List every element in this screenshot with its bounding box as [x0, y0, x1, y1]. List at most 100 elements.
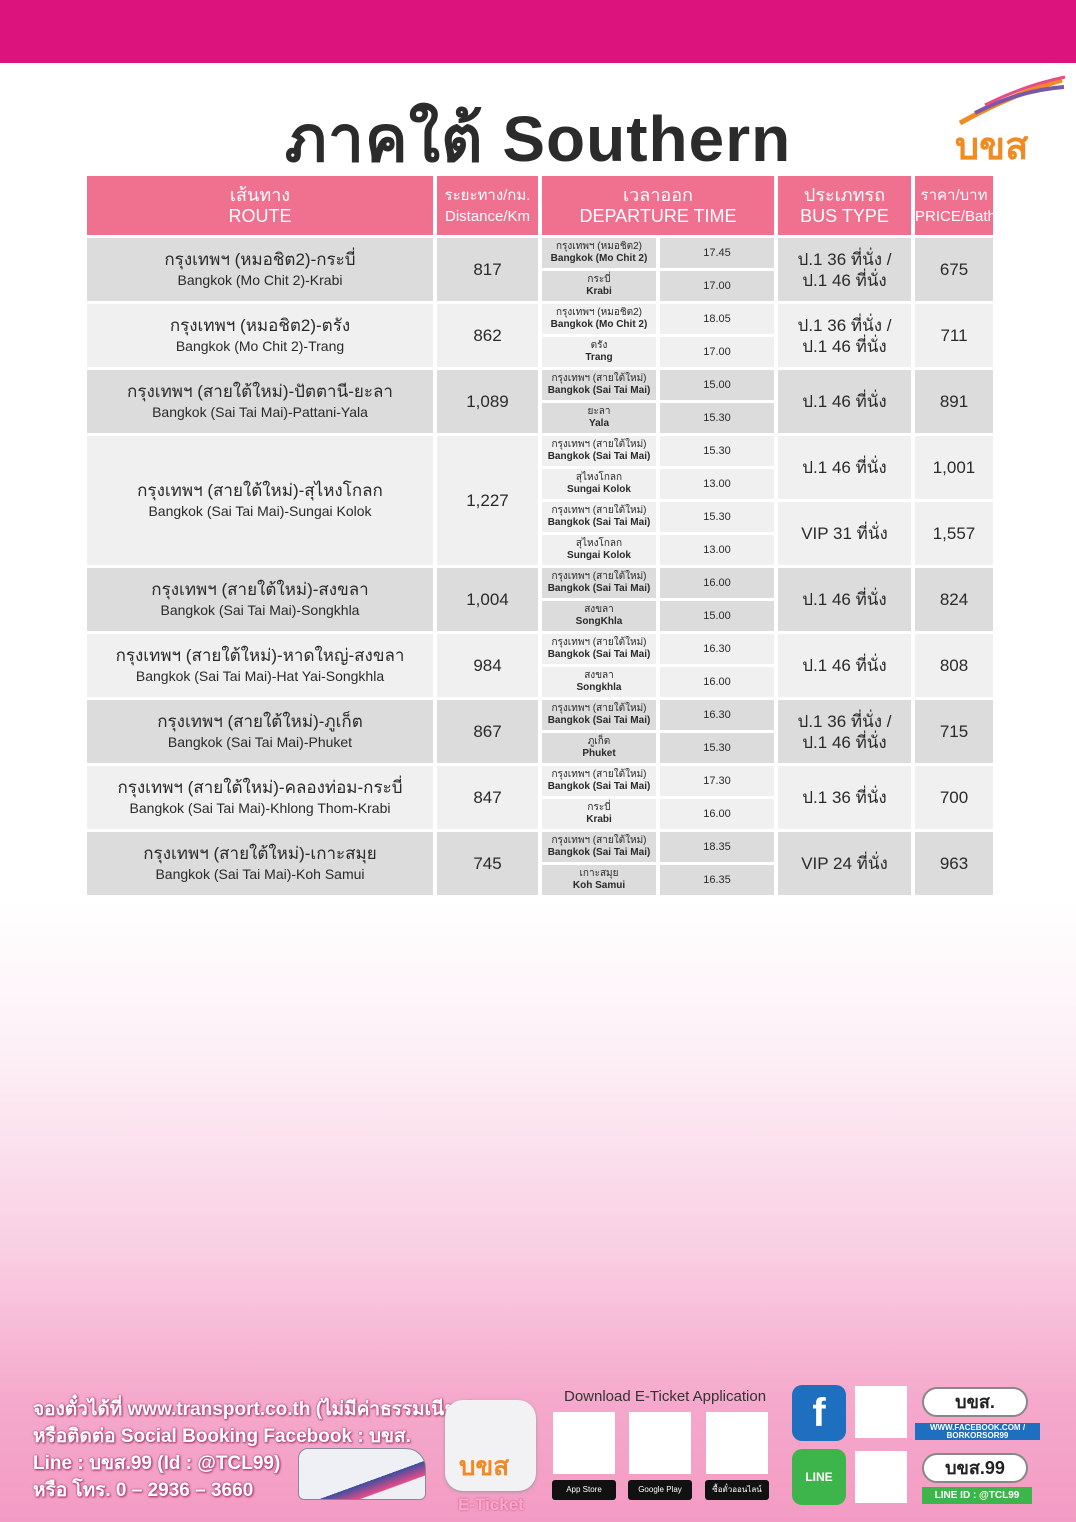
app-store-badge[interactable]: App Store [552, 1480, 616, 1500]
line-id[interactable]: LINE ID : @TCL99 [922, 1487, 1032, 1504]
price-cell: 1,557 [915, 502, 993, 565]
departure-station: ยะลา Yala [542, 403, 656, 433]
station-en: Trang [585, 352, 613, 363]
route-name-en: Bangkok (Sai Tai Mai)-Sungai Kolok [148, 502, 372, 519]
departure-time: 16.30 [660, 700, 774, 730]
station-en: Krabi [586, 286, 612, 297]
timetable: เส้นทาง ROUTE ระยะทาง/กม. Distance/Km เวลา… [87, 176, 996, 898]
bus-type-cell: ป.1 36 ที่นั่ง / ป.1 46 ที่นั่ง [778, 238, 911, 301]
route-cell: กรุงเทพฯ (สายใต้ใหม่)-เกาะสมุย Bangkok (S… [87, 832, 433, 895]
station-en: Sungai Kolok [567, 484, 631, 495]
departure-station: กรุงเทพฯ (สายใต้ใหม่) Bangkok (Sai Tai Ma… [542, 634, 656, 664]
departure-time: 17.00 [660, 271, 774, 301]
bus-type-cell: ป.1 46 ที่นั่ง [778, 634, 911, 697]
price-cell: 700 [915, 766, 993, 829]
station-en: Krabi [586, 814, 612, 825]
web-ticket-badge[interactable]: ซื้อตั๋วออนไลน์ [705, 1480, 769, 1500]
top-banner [0, 0, 1076, 63]
departure-station: ตรัง Trang [542, 337, 656, 367]
station-th: ภูเก็ต [587, 736, 611, 747]
departure-station: กรุงเทพฯ (สายใต้ใหม่) Bangkok (Sai Tai Ma… [542, 502, 656, 532]
station-en: Bangkok (Sai Tai Mai) [547, 649, 651, 660]
header-route-th: เส้นทาง [229, 184, 291, 205]
bus-type-cell: ป.1 46 ที่นั่ง [778, 370, 911, 433]
station-th: ยะลา [587, 406, 611, 417]
table-row: กรุงเทพฯ (สายใต้ใหม่)-ภูเก็ต Bangkok (Sai… [87, 700, 993, 763]
station-en: Bangkok (Sai Tai Mai) [547, 715, 651, 726]
station-en: Bangkok (Sai Tai Mai) [547, 847, 651, 858]
station-en: Bangkok (Sai Tai Mai) [547, 385, 651, 396]
departure-station: กรุงเทพฯ (สายใต้ใหม่) Bangkok (Sai Tai Ma… [542, 568, 656, 598]
departure-station: สงขลา SongKhla [542, 601, 656, 631]
departure-station: กระบี่ Krabi [542, 271, 656, 301]
eticket-app-icon[interactable]: บขส [445, 1400, 536, 1491]
departure-time: 15.30 [660, 502, 774, 532]
departure-time: 18.05 [660, 304, 774, 334]
table-row: กรุงเทพฯ (สายใต้ใหม่)-สุไหงโกลก Bangkok (… [87, 436, 993, 565]
bus-image [298, 1448, 426, 1500]
header-distance-en: Distance/Km [444, 207, 531, 225]
departure-station: สงขลา Songkhla [542, 667, 656, 697]
station-th: กรุงเทพฯ (หมอชิต2) [556, 307, 642, 318]
route-name-th: กรุงเทพฯ (สายใต้ใหม่)-ปัตตานี-ยะลา [127, 381, 393, 401]
booking-phone: หรือ โทร. 0 – 2936 – 3660 [33, 1480, 254, 1501]
station-en: Koh Samui [572, 880, 626, 891]
route-name-en: Bangkok (Sai Tai Mai)-Khlong Thom-Krabi [129, 799, 391, 816]
booking-website[interactable]: จองตั๋วได้ที่ www.transport.co.th (ไม่มี… [33, 1399, 475, 1420]
departure-station: สุไหงโกลก Sungai Kolok [542, 535, 656, 565]
bus-type-cell: VIP 24 ที่นั่ง [778, 832, 911, 895]
header-departure: เวลาออก DEPARTURE TIME [542, 176, 774, 235]
logo-text: บขส [955, 126, 1029, 168]
table-row: กรุงเทพฯ (สายใต้ใหม่)-สงขลา Bangkok (Sai … [87, 568, 993, 631]
line-name: บขส.99 [922, 1453, 1028, 1483]
price-cell: 715 [915, 700, 993, 763]
distance-cell: 847 [437, 766, 538, 829]
header-departure-en: DEPARTURE TIME [579, 205, 737, 226]
qr-appstore [553, 1412, 615, 1474]
bus-type-cell: ป.1 36 ที่นั่ง / ป.1 46 ที่นั่ง [778, 700, 911, 763]
qr-googleplay [629, 1412, 691, 1474]
header-bustype-en: BUS TYPE [800, 205, 889, 226]
route-cell: กรุงเทพฯ (สายใต้ใหม่)-หาดใหญ่-สงขลา Bangk… [87, 634, 433, 697]
distance-cell: 1,227 [437, 436, 538, 565]
station-en: SongKhla [575, 616, 623, 627]
route-name-en: Bangkok (Sai Tai Mai)-Pattani-Yala [152, 403, 368, 420]
station-th: กรุงเทพฯ (สายใต้ใหม่) [551, 835, 647, 846]
departure-time: 15.30 [660, 403, 774, 433]
departure-time: 16.00 [660, 799, 774, 829]
line-icon[interactable]: LINE [792, 1449, 846, 1505]
route-name-th: กรุงเทพฯ (สายใต้ใหม่)-หาดใหญ่-สงขลา [115, 645, 405, 665]
station-th: กรุงเทพฯ (สายใต้ใหม่) [551, 373, 647, 384]
station-th: สงขลา [584, 604, 614, 615]
header-route: เส้นทาง ROUTE [87, 176, 433, 235]
route-name-en: Bangkok (Sai Tai Mai)-Songkhla [160, 601, 360, 618]
qr-line [855, 1451, 907, 1503]
distance-cell: 984 [437, 634, 538, 697]
station-en: Yala [588, 418, 610, 429]
facebook-icon[interactable]: f [792, 1385, 846, 1441]
bus-type: ป.1 46 ที่นั่ง [802, 656, 887, 675]
distance-cell: 817 [437, 238, 538, 301]
route-cell: กรุงเทพฯ (หมอชิต2)-กระบี่ Bangkok (Mo Chi… [87, 238, 433, 301]
table-row: กรุงเทพฯ (สายใต้ใหม่)-คลองท่อม-กระบี่ Ban… [87, 766, 993, 829]
route-name-en: Bangkok (Sai Tai Mai)-Koh Samui [155, 865, 365, 882]
bus-type: VIP 24 ที่นั่ง [801, 854, 888, 873]
route-name-th: กรุงเทพฯ (สายใต้ใหม่)-เกาะสมุย [143, 843, 377, 863]
google-play-badge[interactable]: Google Play [628, 1480, 692, 1500]
station-en: Songkhla [576, 682, 622, 693]
departure-station: เกาะสมุย Koh Samui [542, 865, 656, 895]
logo-swoosh-icon [958, 75, 1066, 126]
station-en: Bangkok (Sai Tai Mai) [547, 517, 651, 528]
station-en: Bangkok (Sai Tai Mai) [547, 583, 651, 594]
station-th: กรุงเทพฯ (สายใต้ใหม่) [551, 439, 647, 450]
departure-station: กรุงเทพฯ (สายใต้ใหม่) Bangkok (Sai Tai Ma… [542, 700, 656, 730]
header-price-th: ราคา/บาท [920, 186, 988, 204]
booking-line: Line : บขส.99 (Id : @TCL99) [33, 1453, 281, 1474]
facebook-url[interactable]: WWW.FACEBOOK.COM / BORKORSOR99 [915, 1423, 1040, 1440]
departure-station: กรุงเทพฯ (สายใต้ใหม่) Bangkok (Sai Tai Ma… [542, 436, 656, 466]
bus-type: ป.1 36 ที่นั่ง [802, 788, 887, 807]
bus-type: ป.1 46 ที่นั่ง [802, 270, 887, 290]
departure-time: 16.00 [660, 667, 774, 697]
station-th: กระบี่ [587, 274, 611, 285]
station-th: กรุงเทพฯ (สายใต้ใหม่) [551, 571, 647, 582]
